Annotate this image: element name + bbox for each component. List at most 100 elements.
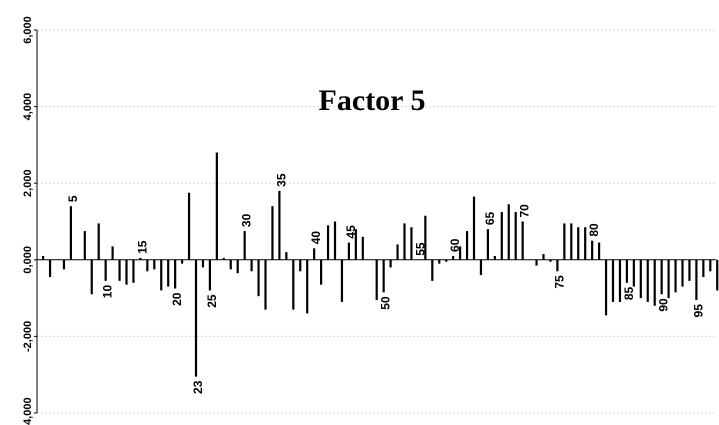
bar	[146, 259, 149, 272]
bar	[236, 259, 239, 274]
bar	[181, 259, 184, 264]
bar	[556, 259, 559, 272]
bar	[577, 227, 580, 260]
bar	[535, 259, 538, 266]
bar	[486, 229, 489, 260]
bar	[174, 259, 177, 289]
bar	[639, 259, 642, 299]
bars	[42, 152, 719, 377]
bar	[153, 259, 156, 270]
bar	[104, 259, 107, 281]
bar	[604, 259, 608, 316]
bar	[584, 227, 587, 260]
category-label: 90	[657, 298, 671, 312]
bar	[375, 259, 378, 301]
category-label: 40	[309, 231, 323, 245]
category-label: 50	[379, 296, 393, 310]
bar	[90, 259, 93, 295]
bar	[292, 259, 295, 310]
y-tick-label: -4,000	[22, 397, 34, 425]
category-label: 5	[66, 195, 80, 202]
category-label: 95	[691, 304, 705, 318]
bar	[709, 259, 712, 272]
bar	[69, 206, 72, 260]
bar	[452, 255, 455, 260]
bar	[681, 259, 684, 287]
bar	[465, 231, 469, 260]
bar	[674, 259, 677, 293]
bar	[424, 215, 427, 260]
category-label: 45	[344, 225, 358, 239]
bar	[333, 221, 337, 260]
bar	[625, 259, 628, 283]
category-label: 85	[622, 286, 636, 300]
bar	[326, 225, 330, 260]
bar	[222, 257, 225, 260]
bar	[479, 259, 483, 276]
bar	[306, 259, 309, 314]
bar	[160, 259, 163, 291]
chart-title: Factor 5	[319, 84, 426, 117]
bar	[229, 259, 232, 270]
bar	[201, 259, 205, 268]
category-label: 23	[191, 380, 205, 394]
bar	[396, 244, 399, 260]
bar	[278, 190, 281, 260]
category-labels: 5 10 15 20 23 25 30 35 40 45 50 55 60 65 70 75 80 85 90 95	[66, 173, 705, 394]
bar	[97, 223, 100, 260]
bar	[264, 259, 267, 310]
bar	[132, 259, 135, 283]
category-label: 65	[483, 211, 497, 225]
bar	[716, 259, 719, 291]
bar	[187, 192, 191, 260]
y-tick-label: -2,000	[22, 321, 34, 352]
bar	[208, 259, 211, 291]
bar	[62, 259, 66, 270]
category-label: 60	[448, 238, 462, 252]
bar	[514, 211, 517, 260]
bar	[632, 259, 635, 287]
bar	[403, 223, 406, 260]
bar	[563, 223, 566, 260]
bar	[570, 223, 573, 260]
bar	[361, 236, 364, 260]
bar	[688, 259, 691, 281]
bar	[250, 259, 253, 272]
category-label: 20	[170, 292, 184, 306]
bar	[139, 257, 142, 260]
bar	[118, 259, 121, 281]
bar	[618, 259, 622, 302]
bar	[271, 206, 274, 260]
bar	[340, 259, 344, 302]
bar	[111, 246, 114, 260]
bar	[598, 242, 601, 260]
bar	[194, 259, 198, 377]
bar	[653, 259, 656, 306]
category-label: 35	[274, 173, 288, 187]
category-label: 80	[587, 223, 601, 237]
category-label: 15	[135, 240, 149, 254]
bar	[243, 231, 246, 260]
bar	[507, 204, 510, 260]
y-axis-ticks: 6,000 4,000 2,000 0,000 -2,000 -4,000	[22, 16, 37, 425]
bar	[83, 231, 86, 260]
bar	[167, 259, 170, 287]
bar	[660, 259, 663, 295]
bar	[354, 229, 357, 260]
bar	[285, 252, 288, 260]
bar	[431, 259, 434, 281]
bar	[48, 259, 52, 278]
category-label: 70	[518, 204, 532, 218]
y-tick-label: 2,000	[22, 169, 34, 197]
bar	[410, 227, 413, 260]
bar	[500, 211, 503, 260]
bar	[438, 259, 441, 264]
bar	[382, 259, 385, 293]
category-label: 55	[413, 242, 427, 256]
bar	[549, 259, 552, 262]
bar	[445, 259, 448, 262]
bar	[493, 255, 496, 260]
bar	[459, 246, 462, 260]
bar	[542, 254, 545, 260]
